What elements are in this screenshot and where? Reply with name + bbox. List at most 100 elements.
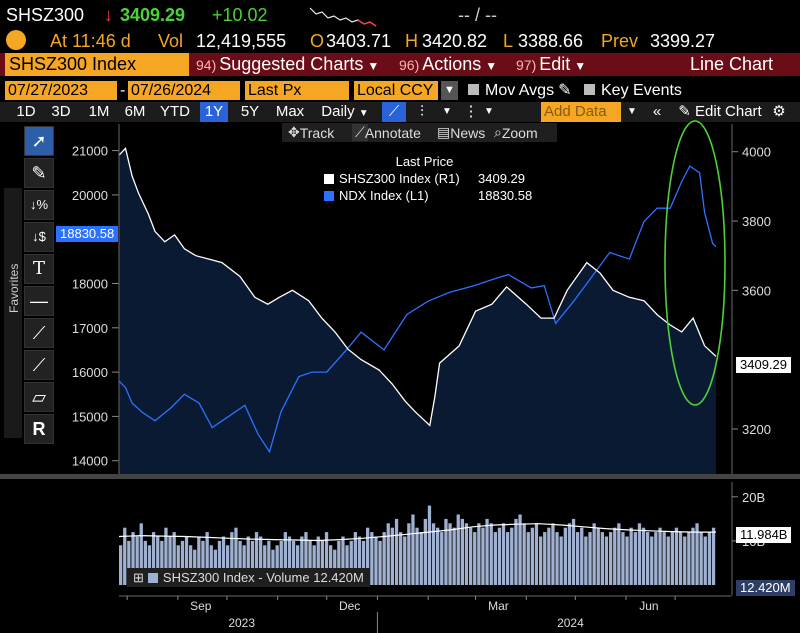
volume-bar [452, 527, 456, 585]
volume-bar [539, 536, 543, 585]
volume-bar [654, 532, 658, 585]
volume-bar [530, 527, 534, 585]
period-1d[interactable]: 1D [16, 103, 36, 120]
volume-bar [571, 518, 576, 585]
volume-bar [464, 523, 469, 585]
end-date-field[interactable]: 07/26/2024 [128, 81, 240, 100]
period-6m[interactable]: 6M [124, 103, 146, 120]
legend-swatch-ndx [324, 191, 334, 201]
suggested-charts-menu[interactable]: 94) Suggested Charts ▼ [196, 53, 379, 76]
pointer-icon[interactable]: ➚ [24, 126, 54, 156]
period-max[interactable]: Max [275, 103, 305, 120]
security-field[interactable]: SHSZ300 Index [5, 53, 189, 76]
add-data-input[interactable]: Add Data [541, 102, 621, 122]
text-tool-icon[interactable]: T [24, 254, 54, 284]
add-data-dropdown[interactable]: ▼ [627, 106, 637, 117]
x-month-label: Mar [488, 599, 509, 613]
ray-tool-icon[interactable]: ⟋ [24, 350, 54, 380]
volume-bar [678, 532, 683, 585]
edit-chart-button[interactable]: ✎ Edit Chart [674, 102, 766, 122]
actions-menu[interactable]: 96) Actions ▼ [399, 53, 497, 76]
volume-bar [658, 527, 662, 585]
actions-label: Actions [422, 54, 482, 74]
news-label: News [450, 125, 486, 141]
period-5y[interactable]: 5Y [240, 103, 260, 120]
key-events-checkbox[interactable] [584, 84, 595, 95]
currency-field[interactable]: Local CCY [354, 81, 438, 100]
volume-bar [584, 536, 588, 585]
period-3d[interactable]: 3D [51, 103, 71, 120]
collapse-icon[interactable]: « [652, 103, 662, 120]
volume-bar [674, 527, 679, 585]
volume-bar [691, 527, 695, 585]
legend-value-shsz300: 3409.29 [478, 171, 525, 186]
volume-legend-value: 12.420M [313, 570, 364, 585]
volume-bar [613, 527, 617, 585]
down-arrow-icon: ↓ [104, 5, 113, 25]
candle-chart-icon[interactable]: ⫶ [420, 103, 424, 120]
annotate-label: Annotate [364, 125, 421, 141]
edit-menu[interactable]: 97) Edit ▼ [516, 53, 586, 76]
currency-dropdown[interactable]: ▼ [441, 81, 458, 100]
chevron-down-icon: ▼ [358, 108, 369, 119]
expand-icon[interactable]: ⊞ [133, 570, 144, 585]
left-tick-label: 17000 [72, 321, 108, 336]
volume-bar [617, 523, 621, 585]
period-1y[interactable]: 1Y [200, 102, 228, 122]
volume-bar [683, 536, 687, 585]
annotate-button[interactable]: ⟋ Annotate [352, 124, 421, 141]
dollar-tool-icon[interactable]: ↓$ [24, 222, 54, 252]
volume-bar [477, 523, 481, 585]
more-options-icon[interactable]: ⋮ [463, 103, 479, 120]
retracement-tool-icon[interactable]: R [24, 414, 54, 444]
trendline-tool-icon[interactable]: ⟋ [24, 318, 54, 348]
volume-bar [481, 527, 485, 585]
favorites-panel[interactable]: Favorites [4, 188, 22, 438]
volume-bar [419, 532, 423, 585]
chart-legend: Last Price SHSZ300 Index (R1) 3409.29 ND… [318, 150, 532, 208]
volume-bar [563, 527, 567, 585]
date-separator: - [120, 82, 126, 99]
legend-swatch-shsz300 [324, 174, 334, 184]
shsz-current-tag: 3409.29 [736, 357, 791, 373]
period-1m[interactable]: 1M [88, 103, 110, 120]
open-value: 3403.71 [326, 31, 392, 51]
last-price: 3409.29 [120, 5, 186, 25]
volume-swatch [147, 573, 158, 583]
key-events-label: Key Events [601, 82, 682, 99]
zoom-button[interactable]: ⌕ Zoom [494, 124, 538, 141]
frequency-dropdown[interactable]: Daily ▼ [316, 102, 374, 122]
period-ytd[interactable]: YTD [160, 103, 190, 120]
suggested-charts-label: Suggested Charts [219, 54, 364, 74]
news-button[interactable]: ▤ News [437, 124, 486, 141]
volume-bar [707, 532, 712, 585]
x-month-label: Sep [190, 599, 212, 613]
volume-bar [600, 532, 604, 585]
left-tick-label: 21000 [72, 144, 108, 159]
gear-icon[interactable]: ⚙ [772, 103, 786, 120]
mov-avgs-label: Mov Avgs [485, 82, 555, 99]
actions-num: 96) [399, 57, 420, 73]
start-date-field[interactable]: 07/27/2023 [5, 81, 117, 100]
track-button[interactable]: ✥ Track [288, 124, 335, 141]
channel-tool-icon[interactable]: ▱ [24, 382, 54, 412]
volume-bar [436, 527, 440, 585]
hline-tool-icon[interactable]: — [24, 286, 54, 316]
volume-bar [370, 532, 374, 585]
options-dropdown[interactable]: ▼ [484, 106, 494, 117]
volume-bar [555, 532, 559, 585]
prev-value: 3399.27 [650, 31, 716, 51]
volume-legend-name: SHSZ300 Index - Volume [162, 570, 310, 585]
mov-avgs-checkbox[interactable] [468, 84, 479, 95]
price-field[interactable]: Last Px [245, 81, 349, 100]
mov-avgs-toggle[interactable]: Mov Avgs ✎ [468, 81, 571, 100]
chart-style-dropdown[interactable]: ▼ [442, 106, 452, 117]
key-events-toggle[interactable]: Key Events [584, 81, 682, 100]
line-chart-icon[interactable]: ⟋ [382, 102, 406, 122]
percent-tool-icon[interactable]: ↓% [24, 190, 54, 220]
volume-bar [448, 523, 452, 585]
x-axis-bg [0, 596, 800, 633]
pen-icon[interactable]: ✎ [24, 158, 54, 188]
legend-entry-shsz300: SHSZ300 Index (R1) [324, 171, 460, 186]
volume-bar [629, 527, 633, 585]
